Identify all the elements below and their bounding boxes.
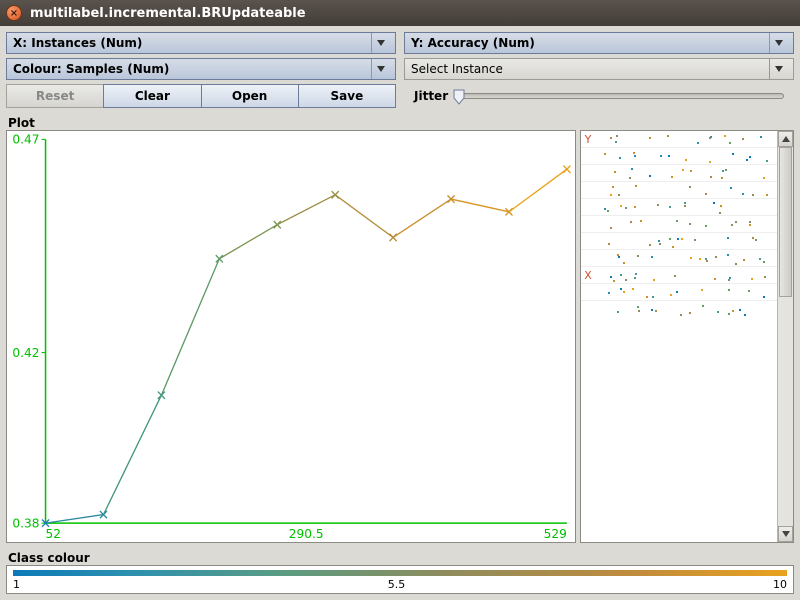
svg-text:52: 52 [46, 527, 61, 541]
attribute-row[interactable] [581, 301, 777, 318]
grad-mid: 5.5 [388, 578, 406, 591]
open-button[interactable]: Open [201, 84, 299, 108]
jitter-control: Jitter [404, 84, 794, 108]
grad-min: 1 [13, 578, 20, 591]
svg-text:529: 529 [544, 527, 567, 541]
attribute-row-label: Y [581, 133, 595, 146]
attribute-row[interactable] [581, 233, 777, 250]
x-axis-dropdown[interactable]: X: Instances (Num) [6, 32, 396, 54]
save-button[interactable]: Save [298, 84, 396, 108]
select-instance-label: Select Instance [411, 62, 503, 76]
plot-chart: 0.38 0.42 0.47 52 290.5 529 [7, 131, 575, 542]
attribute-row[interactable] [581, 199, 777, 216]
attribute-rows[interactable]: YX [581, 131, 777, 542]
button-row: Reset Clear Open Save [6, 84, 396, 108]
jitter-label: Jitter [414, 89, 448, 103]
svg-text:0.47: 0.47 [12, 132, 39, 146]
slider-thumb-icon[interactable] [453, 89, 465, 105]
attribute-row[interactable] [581, 216, 777, 233]
attribute-row[interactable] [581, 165, 777, 182]
clear-button[interactable]: Clear [103, 84, 201, 108]
scroll-up-icon[interactable] [778, 131, 793, 147]
attribute-row[interactable] [581, 284, 777, 301]
colour-dropdown[interactable]: Colour: Samples (Num) [6, 58, 396, 80]
attribute-row[interactable] [581, 182, 777, 199]
svg-text:0.38: 0.38 [12, 516, 39, 530]
colour-gradient-labels: 1 5.5 10 [13, 578, 787, 591]
y-axis-label: Y: Accuracy (Num) [411, 36, 535, 50]
close-icon[interactable]: × [6, 5, 22, 21]
chevron-down-icon [371, 33, 389, 53]
attribute-row[interactable]: X [581, 267, 777, 284]
attribute-panel: YX [580, 130, 794, 543]
select-instance-dropdown[interactable]: Select Instance [404, 58, 794, 80]
scrollbar-thumb[interactable] [779, 147, 792, 297]
x-axis-label: X: Instances (Num) [13, 36, 142, 50]
main-row: 0.380.420.4752290.5529 YX [0, 130, 800, 549]
attribute-row[interactable] [581, 148, 777, 165]
svg-text:0.42: 0.42 [12, 346, 39, 360]
plot-section-label: Plot [0, 114, 800, 130]
window-titlebar: × multilabel.incremental.BRUpdateable [0, 0, 800, 26]
class-colour-bar: 1 5.5 10 [6, 565, 794, 594]
colour-label: Colour: Samples (Num) [13, 62, 169, 76]
attribute-row[interactable]: Y [581, 131, 777, 148]
svg-text:290.5: 290.5 [289, 527, 324, 541]
vertical-scrollbar[interactable] [777, 131, 793, 542]
controls-grid: X: Instances (Num) Y: Accuracy (Num) Col… [0, 26, 800, 114]
chevron-down-icon [769, 59, 787, 79]
jitter-slider[interactable] [454, 93, 784, 99]
class-colour-label: Class colour [6, 549, 794, 565]
colour-gradient [13, 570, 787, 576]
scroll-down-icon[interactable] [778, 526, 793, 542]
window-title: multilabel.incremental.BRUpdateable [30, 6, 306, 21]
class-colour-section: Class colour 1 5.5 10 [0, 549, 800, 600]
chevron-down-icon [371, 59, 389, 79]
attribute-row[interactable] [581, 250, 777, 267]
reset-button: Reset [6, 84, 104, 108]
attribute-row-label: X [581, 269, 595, 282]
plot-panel[interactable]: 0.38 0.42 0.47 52 290.5 529 [6, 130, 576, 543]
grad-max: 10 [773, 578, 787, 591]
chevron-down-icon [769, 33, 787, 53]
y-axis-dropdown[interactable]: Y: Accuracy (Num) [404, 32, 794, 54]
